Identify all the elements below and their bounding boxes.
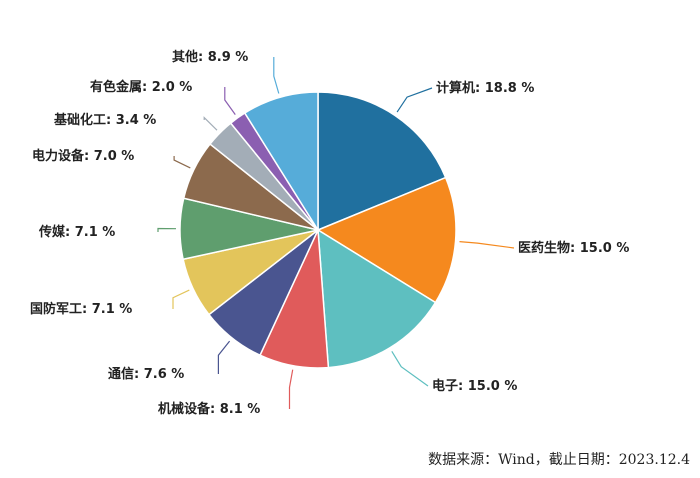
leader-line-4 xyxy=(217,340,231,374)
leader-line-3 xyxy=(288,369,294,409)
slice-label-1: 医药生物: 15.0 % xyxy=(518,240,629,256)
leader-lines xyxy=(157,57,515,409)
pie-slices xyxy=(179,91,457,369)
pie-slice-2 xyxy=(317,228,437,369)
slice-label-0: 计算机: 18.8 % xyxy=(436,80,534,96)
leader-line-2 xyxy=(391,350,429,387)
slice-label-3: 机械设备: 8.1 % xyxy=(158,401,260,417)
leader-line-7 xyxy=(173,156,191,169)
pie-slice-0 xyxy=(317,91,447,232)
slice-label-8: 基础化工: 3.4 % xyxy=(53,112,156,128)
slice-label-2: 电子: 15.0 % xyxy=(432,378,517,394)
slice-labels: 计算机: 18.8 % 医药生物: 15.0 % 电子: 15.0 % 机械设备: 8… xyxy=(30,49,629,417)
leader-line-1 xyxy=(459,241,515,249)
slice-label-7: 电力设备: 7.0 % xyxy=(32,148,134,164)
pie-slice-1 xyxy=(316,176,457,304)
leader-line-5 xyxy=(172,289,190,309)
slice-label-4: 通信: 7.6 % xyxy=(108,366,184,382)
leader-line-10 xyxy=(273,57,280,94)
leader-line-9 xyxy=(224,87,236,115)
slice-label-5: 国防军工: 7.1 % xyxy=(30,301,132,317)
slice-label-6: 传媒: 7.1 % xyxy=(38,224,115,240)
pie-slice-10 xyxy=(243,91,319,233)
source-note: 数据来源：Wind，截止日期：2023.12.4 xyxy=(428,452,690,468)
leader-line-8 xyxy=(203,116,218,131)
slice-label-9: 有色金属: 2.0 % xyxy=(90,79,192,95)
leader-line-6 xyxy=(157,227,177,232)
slice-label-10: 其他: 8.9 % xyxy=(172,49,248,65)
leader-line-0 xyxy=(396,87,433,113)
